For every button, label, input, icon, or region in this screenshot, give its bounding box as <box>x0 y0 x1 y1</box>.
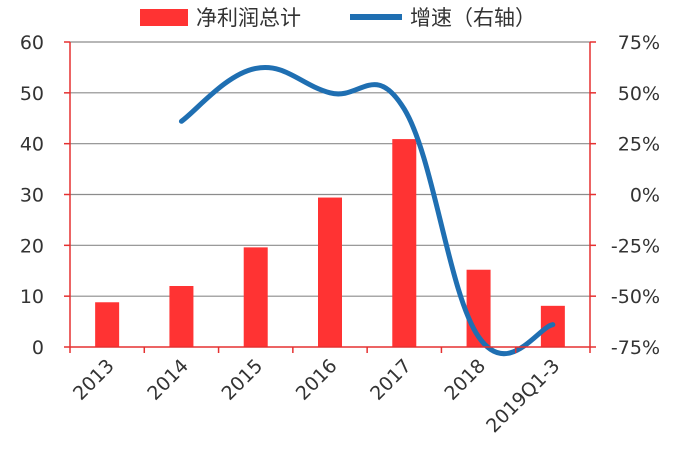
bar-series <box>95 139 565 347</box>
growth-line <box>178 65 556 356</box>
line-series <box>178 65 556 356</box>
y-right-tick-label: 25% <box>618 134 660 156</box>
legend-bar-label: 净利润总计 <box>196 6 301 30</box>
x-tick-label: 2017 <box>366 355 416 405</box>
axes: 0 10 20 30 40 50 60 -75% -50% -25% 0% 25% 50% 75% 2013… <box>20 32 660 437</box>
y-right-tick-label: 50% <box>618 83 660 105</box>
legend-bar-swatch <box>140 9 188 26</box>
y-right-tick-label: -75% <box>611 337 660 359</box>
y-left-tick-label: 40 <box>20 134 44 156</box>
x-tick-label: 2019Q1-3 <box>482 355 564 437</box>
bar <box>95 302 120 347</box>
y-right-tick-label: 0% <box>630 185 660 207</box>
y-right-tick-label: -25% <box>611 235 660 257</box>
y-right-tick-label: 75% <box>618 32 660 54</box>
x-tick-label: 2013 <box>69 355 119 405</box>
legend: 净利润总计 增速（右轴） <box>140 6 536 30</box>
y-left-tick-label: 50 <box>20 83 44 105</box>
y-right-tick-label: -50% <box>611 286 660 308</box>
y-left-tick-label: 20 <box>20 235 44 257</box>
y-left-tick-label: 10 <box>20 286 44 308</box>
bar <box>318 197 342 347</box>
bar <box>169 286 194 347</box>
x-tick-label: 2016 <box>292 355 342 405</box>
bar <box>392 139 417 347</box>
x-tick-label: 2015 <box>217 355 267 405</box>
x-tick-label: 2018 <box>440 355 490 405</box>
y-left-tick-label: 30 <box>20 185 44 207</box>
bar <box>243 247 268 347</box>
legend-line-label: 增速（右轴） <box>410 6 536 30</box>
y-left-tick-label: 60 <box>20 32 44 54</box>
x-tick-label: 2014 <box>143 355 193 405</box>
y-left-tick-label: 0 <box>32 337 44 359</box>
